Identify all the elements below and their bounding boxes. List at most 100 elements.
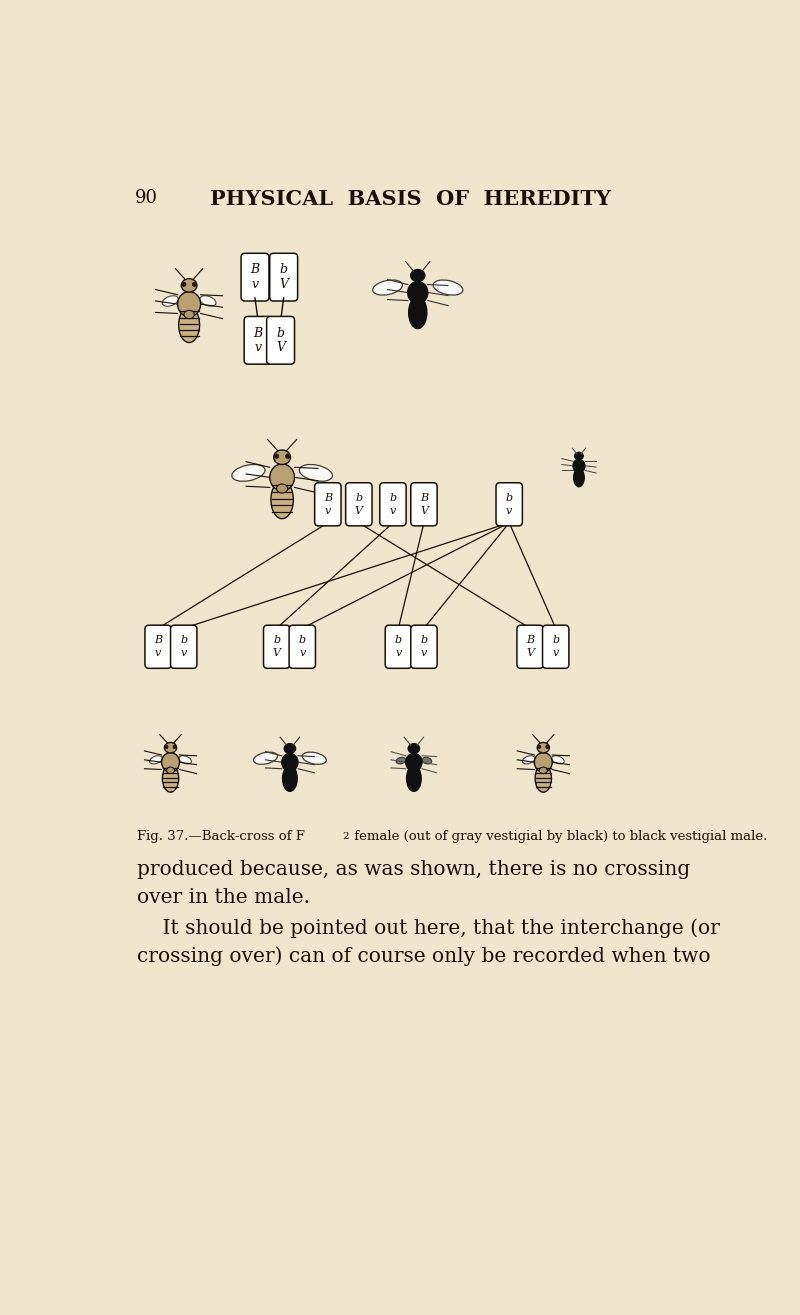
Ellipse shape: [286, 454, 290, 459]
FancyBboxPatch shape: [270, 254, 298, 301]
FancyBboxPatch shape: [263, 625, 290, 668]
Ellipse shape: [539, 767, 547, 773]
Ellipse shape: [534, 752, 552, 772]
Ellipse shape: [422, 757, 432, 764]
Ellipse shape: [179, 756, 191, 764]
Text: B: B: [420, 493, 428, 502]
Text: b: b: [506, 493, 513, 502]
Text: PHYSICAL  BASIS  OF  HEREDITY: PHYSICAL BASIS OF HEREDITY: [210, 188, 610, 209]
Ellipse shape: [165, 743, 177, 753]
Text: b: b: [552, 635, 559, 646]
Ellipse shape: [182, 279, 197, 292]
FancyBboxPatch shape: [380, 483, 406, 526]
Ellipse shape: [552, 756, 564, 764]
Ellipse shape: [302, 752, 326, 764]
Ellipse shape: [535, 765, 551, 792]
Ellipse shape: [396, 757, 406, 764]
Text: v: v: [254, 341, 262, 354]
FancyBboxPatch shape: [314, 483, 341, 526]
Text: B: B: [254, 326, 262, 339]
Text: v: v: [251, 277, 258, 291]
Text: v: v: [395, 648, 402, 658]
Text: B: B: [154, 635, 162, 646]
Ellipse shape: [270, 464, 294, 490]
Ellipse shape: [274, 454, 278, 459]
Text: v: v: [325, 506, 331, 515]
FancyBboxPatch shape: [346, 483, 372, 526]
Ellipse shape: [165, 746, 168, 748]
Ellipse shape: [373, 280, 402, 295]
Ellipse shape: [574, 468, 584, 487]
Text: V: V: [279, 277, 288, 291]
FancyBboxPatch shape: [410, 483, 437, 526]
Ellipse shape: [406, 753, 422, 771]
Text: B: B: [250, 263, 259, 276]
Ellipse shape: [274, 450, 290, 464]
Ellipse shape: [537, 743, 550, 753]
FancyBboxPatch shape: [289, 625, 315, 668]
Ellipse shape: [406, 765, 421, 792]
Text: b: b: [390, 493, 397, 502]
Text: produced because, as was shown, there is no crossing: produced because, as was shown, there is…: [138, 860, 690, 878]
Text: over in the male.: over in the male.: [138, 888, 310, 907]
Ellipse shape: [433, 280, 463, 295]
Text: b: b: [355, 493, 362, 502]
Text: v: v: [553, 648, 559, 658]
FancyBboxPatch shape: [517, 625, 543, 668]
Ellipse shape: [409, 297, 427, 329]
FancyBboxPatch shape: [386, 625, 411, 668]
Text: female (out of gray vestigial by black) to black vestigial male.: female (out of gray vestigial by black) …: [350, 830, 768, 843]
Ellipse shape: [192, 283, 197, 287]
Ellipse shape: [574, 452, 583, 459]
Text: V: V: [276, 341, 285, 354]
Text: B: B: [526, 635, 534, 646]
Ellipse shape: [162, 752, 179, 772]
Text: v: v: [506, 506, 512, 515]
Ellipse shape: [284, 744, 295, 753]
Ellipse shape: [573, 459, 585, 472]
Text: V: V: [420, 506, 428, 515]
Text: b: b: [395, 635, 402, 646]
Text: v: v: [155, 648, 162, 658]
Text: v: v: [421, 648, 427, 658]
Ellipse shape: [546, 746, 549, 748]
Ellipse shape: [522, 756, 535, 764]
Ellipse shape: [182, 283, 186, 287]
Text: B: B: [324, 493, 332, 502]
Text: b: b: [420, 635, 427, 646]
Text: V: V: [273, 648, 281, 658]
Text: v: v: [181, 648, 187, 658]
Ellipse shape: [173, 746, 176, 748]
Text: It should be pointed out here, that the interchange (or: It should be pointed out here, that the …: [138, 919, 720, 938]
FancyBboxPatch shape: [410, 625, 437, 668]
FancyBboxPatch shape: [241, 254, 269, 301]
Ellipse shape: [178, 308, 199, 343]
FancyBboxPatch shape: [170, 625, 197, 668]
FancyBboxPatch shape: [496, 483, 522, 526]
Ellipse shape: [184, 310, 194, 318]
Text: 2: 2: [342, 832, 350, 842]
Ellipse shape: [277, 484, 288, 493]
Text: b: b: [298, 635, 306, 646]
Text: V: V: [526, 648, 534, 658]
FancyBboxPatch shape: [145, 625, 171, 668]
Ellipse shape: [408, 744, 419, 753]
Ellipse shape: [254, 752, 278, 764]
Ellipse shape: [410, 270, 425, 281]
Ellipse shape: [162, 296, 178, 306]
Ellipse shape: [200, 296, 216, 306]
Ellipse shape: [282, 765, 297, 792]
Ellipse shape: [299, 464, 333, 481]
FancyBboxPatch shape: [266, 317, 294, 364]
Text: 90: 90: [135, 188, 158, 206]
FancyBboxPatch shape: [542, 625, 569, 668]
Ellipse shape: [166, 767, 174, 773]
Text: b: b: [280, 263, 288, 276]
Ellipse shape: [408, 281, 428, 304]
Text: v: v: [299, 648, 306, 658]
Text: v: v: [390, 506, 396, 515]
Ellipse shape: [150, 756, 162, 764]
Text: b: b: [180, 635, 187, 646]
Text: b: b: [273, 635, 280, 646]
Text: Fig. 37.—Back-cross of F: Fig. 37.—Back-cross of F: [138, 830, 305, 843]
